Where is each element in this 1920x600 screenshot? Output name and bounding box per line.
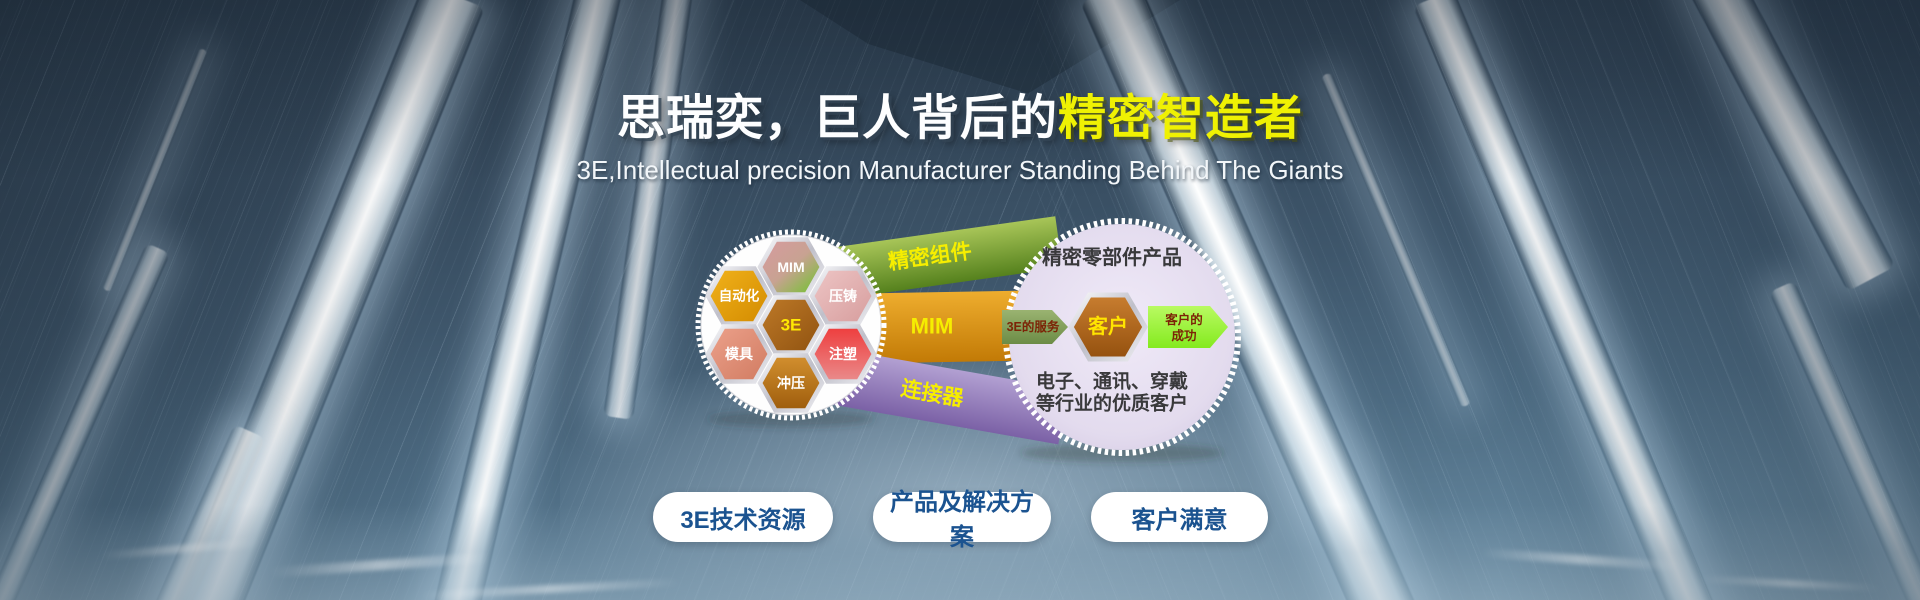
service-arrow: 3E的服务 (1002, 310, 1068, 344)
hexagon-injection: 注塑 (809, 324, 877, 384)
hexagon-mold: 模具 (705, 324, 773, 384)
svg-text:自动化: 自动化 (719, 288, 760, 304)
capability-flow-diagram: 精密组件 MIM 连接器 MIM 自动化 压铸 (695, 216, 1241, 462)
title-highlight-text: 精密智造者 (1058, 92, 1304, 145)
hexagon-automation: 自动化 (705, 266, 773, 326)
svg-text:3E: 3E (781, 316, 802, 335)
svg-text:MIM: MIM (911, 314, 954, 339)
button-products-solutions[interactable]: 产品及解决方案 (873, 489, 1051, 551)
svg-text:MIM: MIM (777, 259, 804, 275)
svg-text:客户: 客户 (1087, 314, 1128, 338)
customer-circle: 精密零部件产品 3E的服务 客户 客户的 成功 电子、通讯、穿戴 等行业的优质客… (1002, 218, 1241, 456)
success-arrow: 客户的 成功 (1148, 306, 1228, 348)
page-subtitle: 3E,Intellectual precision Manufacturer S… (576, 154, 1344, 185)
hexagon-3e-core: 3E (757, 295, 825, 355)
hexagon-stamping: 冲压 (757, 353, 825, 413)
scalloped-edge (695, 229, 887, 421)
svg-text:冲压: 冲压 (777, 375, 805, 391)
svg-text:3E的服务: 3E的服务 (1007, 319, 1060, 334)
product-band-precision: 精密组件 (827, 216, 1063, 300)
svg-text:客户的: 客户的 (1164, 312, 1203, 327)
svg-text:注塑: 注塑 (829, 346, 857, 362)
svg-text:模具: 模具 (725, 346, 753, 362)
hexagon-die-casting: 压铸 (809, 266, 877, 326)
hexagon-mim: MIM (757, 237, 825, 297)
product-band-connector: 连接器 (821, 347, 1069, 445)
button-3e-tech-resources[interactable]: 3E技术资源 (653, 492, 833, 542)
capability-circle: MIM 自动化 压铸 3E 模具 注塑 (695, 229, 887, 421)
customer-circle-bottom-line2: 等行业的优质客户 (1035, 392, 1188, 415)
page-title: 思瑞奕，巨人背后的精密智造者 (0, 92, 1920, 146)
title-main-text: 思瑞奕，巨人背后的 (616, 92, 1058, 145)
headline-block: 思瑞奕，巨人背后的精密智造者 3E,Intellectual precision… (0, 92, 1920, 186)
customer-hexagon: 客户 (1068, 292, 1148, 362)
svg-text:压铸: 压铸 (829, 288, 857, 304)
customer-circle-top-label: 精密零部件产品 (1042, 245, 1182, 269)
svg-text:成功: 成功 (1171, 328, 1196, 343)
customer-circle-bottom-line1: 电子、通讯、穿戴 (1036, 370, 1188, 393)
button-customer-satisfaction[interactable]: 客户满意 (1091, 492, 1268, 542)
product-band-mim: MIM (829, 289, 1061, 365)
